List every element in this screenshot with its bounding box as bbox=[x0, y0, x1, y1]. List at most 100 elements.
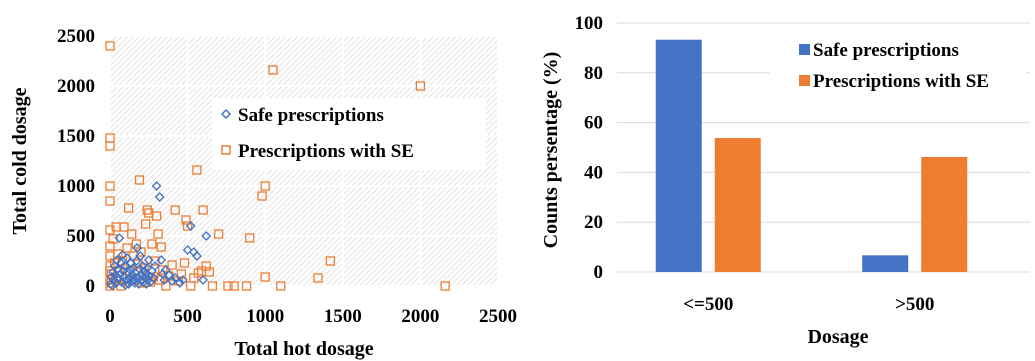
scatter-point-se bbox=[260, 181, 270, 191]
scatter-x-tick-label: 500 bbox=[173, 306, 202, 327]
scatter-point-se bbox=[260, 272, 270, 282]
scatter-point-safe bbox=[159, 275, 170, 285]
scatter-point-safe bbox=[119, 261, 130, 271]
bar-y-tick-label: 100 bbox=[575, 13, 604, 34]
legend-orange-swatch-icon bbox=[799, 75, 810, 86]
scatter-point-safe bbox=[167, 276, 177, 286]
scatter-point-safe bbox=[120, 280, 131, 290]
bar-safe bbox=[862, 255, 909, 272]
bar-y-axis-label: Counts persentage (%) bbox=[540, 52, 562, 249]
scatter-point-se bbox=[105, 196, 115, 206]
bar-se bbox=[921, 156, 968, 272]
scatter-point-se bbox=[198, 205, 208, 215]
scatter-point-se bbox=[153, 229, 163, 239]
scatter-point-safe bbox=[154, 192, 165, 202]
bar-y-tick-label: 60 bbox=[584, 113, 603, 134]
scatter-point-se bbox=[179, 258, 190, 268]
bar-y-tick-label: 40 bbox=[584, 162, 603, 183]
scatter-point-safe bbox=[201, 231, 212, 241]
scatter-point-safe bbox=[150, 261, 160, 271]
scatter-point-se bbox=[192, 165, 202, 175]
scatter-y-tick-label: 1500 bbox=[57, 126, 95, 147]
scatter-point-se bbox=[189, 273, 199, 283]
scatter-point-safe bbox=[198, 275, 209, 285]
bar-series bbox=[655, 39, 968, 272]
scatter-point-se bbox=[204, 267, 214, 277]
scatter-x-tick-labels: 0 500 1000 1500 2000 2500 bbox=[105, 306, 517, 327]
scatter-point-se bbox=[158, 265, 168, 275]
scatter-point-safe bbox=[191, 251, 202, 261]
scatter-point-safe bbox=[178, 275, 188, 285]
scatter-point-safe bbox=[174, 278, 185, 288]
scatter-point-se bbox=[105, 141, 115, 151]
scatter-y-tick-label: 2500 bbox=[57, 26, 95, 47]
bar-legend: Safe prescriptions Prescriptions with SE bbox=[770, 36, 1026, 102]
scatter-x-tick-label: 2000 bbox=[401, 306, 439, 327]
scatter-point-se bbox=[182, 221, 193, 231]
scatter-legend-box bbox=[212, 98, 486, 170]
scatter-point-se bbox=[156, 242, 166, 252]
scatter-point-se bbox=[105, 241, 115, 251]
scatter-point-se bbox=[415, 81, 426, 91]
scatter-point-safe bbox=[182, 245, 193, 255]
scatter-point-se bbox=[325, 256, 336, 266]
scatter-y-tick-label: 500 bbox=[67, 226, 96, 247]
legend-diamond-marker-icon bbox=[220, 108, 232, 120]
scatter-point-se bbox=[105, 281, 115, 291]
bar-legend-label-se: Prescriptions with SE bbox=[813, 71, 989, 92]
scatter-point-se bbox=[245, 233, 255, 243]
scatter-point-safe bbox=[122, 268, 133, 278]
scatter-legend: Safe prescriptions Prescriptions with SE bbox=[212, 98, 486, 170]
bar-y-tick-label: 0 bbox=[594, 262, 604, 283]
scatter-legend-label-se: Prescriptions with SE bbox=[238, 141, 414, 162]
scatter-point-safe bbox=[133, 279, 144, 289]
scatter-points bbox=[105, 41, 450, 291]
bar-y-tick-labels: 0 20 40 60 80 100 bbox=[575, 13, 604, 283]
scatter-x-axis-label: Total hot dosage bbox=[234, 338, 373, 360]
scatter-point-se bbox=[167, 260, 177, 270]
scatter-point-safe bbox=[185, 221, 196, 231]
scatter-point-se bbox=[268, 65, 278, 75]
scatter-point-safe bbox=[132, 243, 143, 253]
scatter-point-se bbox=[207, 281, 218, 291]
bar-category-labels: <=500 >500 bbox=[683, 294, 934, 315]
scatter-y-axis-label: Total cold dosage bbox=[9, 87, 31, 234]
scatter-point-se bbox=[147, 239, 157, 249]
scatter-point-safe bbox=[121, 275, 132, 285]
bar-y-tick-label: 20 bbox=[584, 212, 603, 233]
scatter-point-safe bbox=[117, 250, 128, 260]
scatter-point-se bbox=[141, 219, 151, 229]
scatter-point-safe bbox=[137, 261, 148, 271]
scatter-legend-label-safe: Safe prescriptions bbox=[238, 105, 384, 126]
scatter-y-tick-label: 1000 bbox=[57, 176, 95, 197]
scatter-point-safe bbox=[127, 270, 138, 280]
scatter-point-se bbox=[241, 281, 252, 291]
scatter-point-se bbox=[170, 205, 180, 215]
bar-chart: 0 20 40 60 80 100 <=500 >500 Dosage Counts per… bbox=[540, 13, 1030, 348]
scatter-point-se bbox=[181, 215, 191, 225]
scatter-x-tick-label: 0 bbox=[105, 306, 115, 327]
scatter-point-se bbox=[105, 225, 115, 235]
scatter-point-se bbox=[105, 41, 115, 51]
scatter-point-se bbox=[151, 211, 162, 221]
scatter-x-tick-label: 1500 bbox=[324, 306, 362, 327]
scatter-point-se bbox=[113, 249, 123, 259]
scatter-point-safe bbox=[107, 280, 118, 291]
scatter-x-tick-label: 1000 bbox=[246, 306, 284, 327]
scatter-point-safe bbox=[170, 273, 181, 283]
bar-legend-label-safe: Safe prescriptions bbox=[813, 40, 959, 61]
scatter-point-safe bbox=[129, 274, 139, 284]
scatter-point-se bbox=[142, 205, 152, 215]
scatter-point-safe bbox=[164, 270, 174, 280]
scatter-point-se bbox=[257, 191, 267, 201]
bar-category-label: <=500 bbox=[683, 294, 733, 315]
scatter-y-tick-label: 2000 bbox=[57, 76, 95, 97]
scatter-point-se bbox=[123, 203, 134, 213]
scatter-y-tick-labels: 0 500 1000 1500 2000 2500 bbox=[57, 26, 95, 297]
scatter-point-safe bbox=[148, 273, 159, 283]
scatter-point-se bbox=[134, 175, 145, 185]
scatter-point-se bbox=[193, 268, 204, 278]
legend-blue-swatch-icon bbox=[799, 44, 810, 55]
bar-y-tick-label: 80 bbox=[584, 63, 603, 84]
